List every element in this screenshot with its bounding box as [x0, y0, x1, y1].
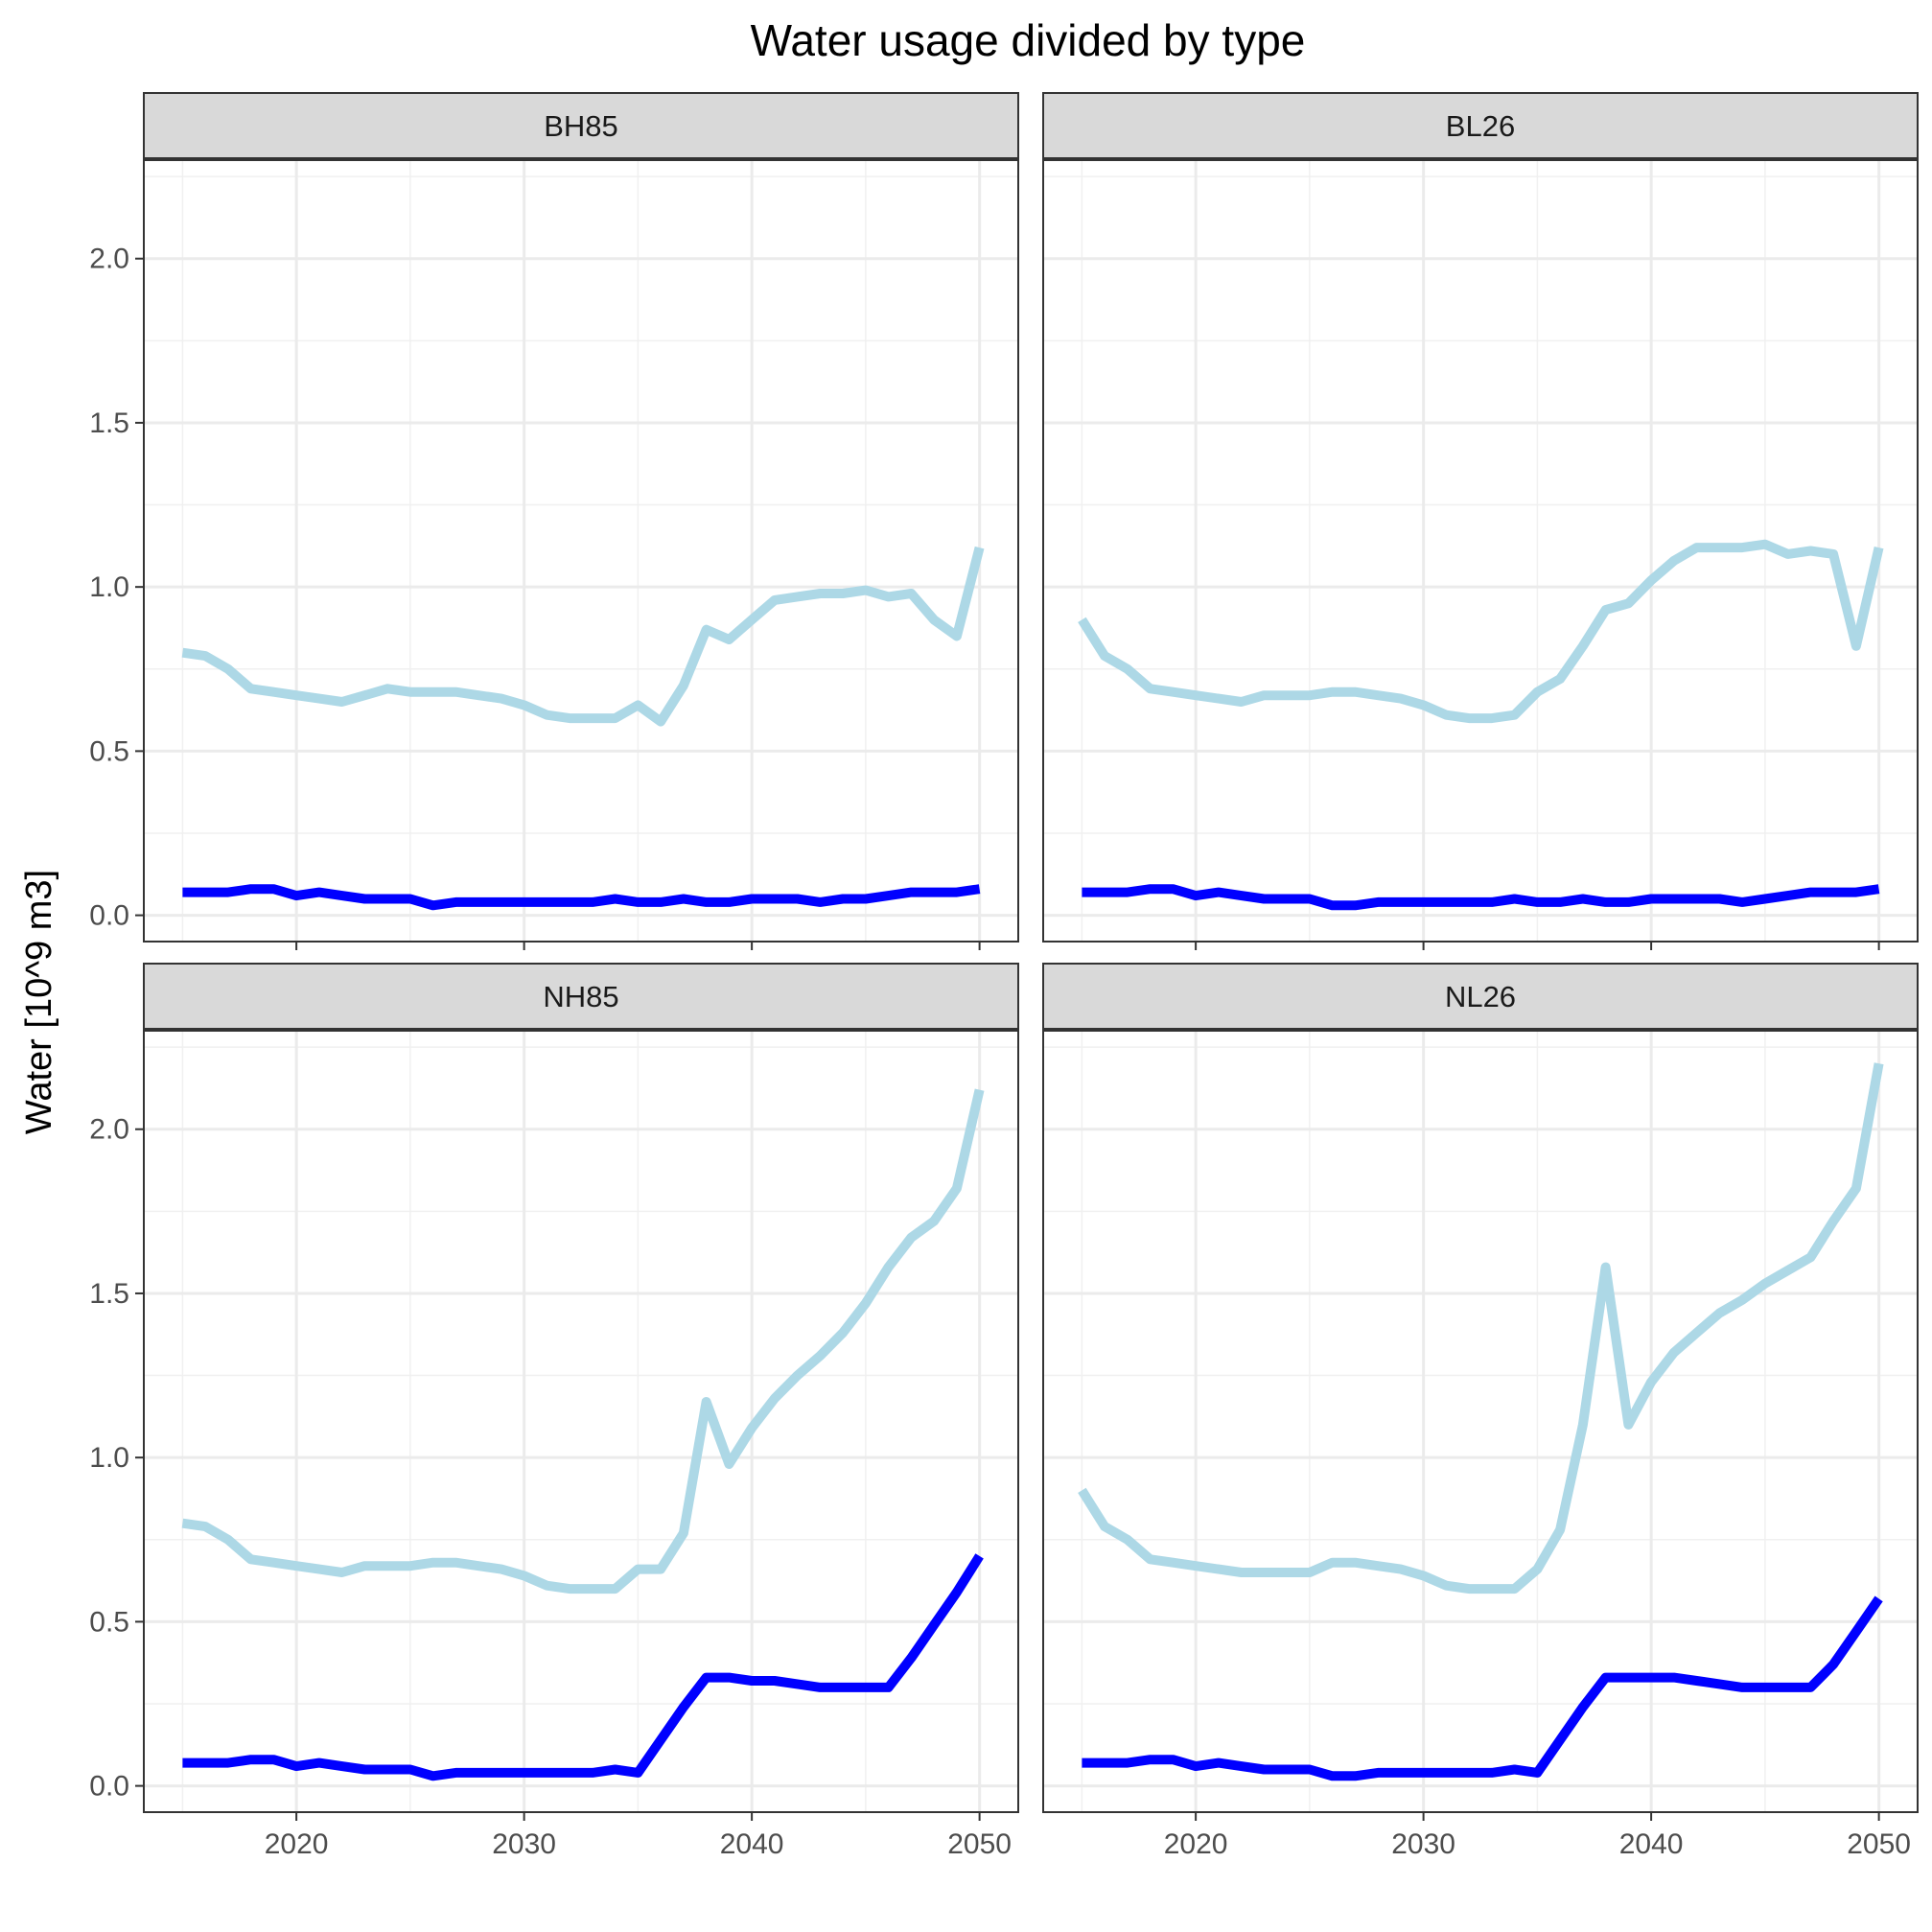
- y-axis-label: Water [10^9 m3]: [19, 870, 59, 1134]
- y-tick-label: 1.5: [89, 1278, 129, 1310]
- y-tick-label: 1.0: [89, 1442, 129, 1474]
- x-tick-label: 2020: [1164, 1828, 1228, 1860]
- series-line-nh85-2: [182, 1553, 984, 1781]
- plot-background-bh85: [144, 160, 1018, 942]
- series-line-bl26-2: [1082, 884, 1880, 911]
- y-tick-label: 1.5: [89, 407, 129, 439]
- x-tick-label: 2050: [1847, 1828, 1911, 1860]
- y-tick-label: 0.0: [89, 1771, 129, 1803]
- panel-border-bl26: [1042, 159, 1919, 943]
- strip-nl26: [1042, 963, 1919, 1030]
- plot-background-nh85: [144, 1031, 1018, 1812]
- series-line-bh85-1: [181, 546, 985, 727]
- strip-bh85: [143, 92, 1019, 159]
- series-line-bl26-1: [1078, 539, 1884, 724]
- panel-bl26: BL26: [1042, 92, 1919, 950]
- y-tick-label: 1.0: [89, 571, 129, 603]
- y-tick-label: 0.5: [89, 1606, 129, 1638]
- strip-label-nh85: NH85: [543, 980, 618, 1013]
- panel-nh85: NH85 0.0 0.5 1.0 1.5 2.0 2020 2030 2040 2050: [89, 963, 1019, 1860]
- strip-bl26: [1042, 92, 1919, 159]
- panel-border-bh85: [143, 159, 1019, 943]
- x-tick-label: 2030: [492, 1828, 556, 1860]
- plot-background-nl26: [1043, 1031, 1918, 1812]
- chart-title: Water usage divided by type: [751, 15, 1306, 65]
- series-line-bh85-2: [182, 884, 981, 911]
- x-tick-label: 2050: [947, 1828, 1012, 1860]
- series-line-nh85-1: [181, 1088, 985, 1594]
- panel-border-nh85: [143, 1030, 1019, 1813]
- strip-nh85: [143, 963, 1019, 1030]
- x-tick-label: 2020: [265, 1828, 329, 1860]
- y-tick-label: 0.5: [89, 735, 129, 767]
- facet-panels: BH85 0.0 0.5 1.0 1.5 2.0 BL26 NH85 0.0 0.5 1.0 1.5 2…: [89, 92, 1919, 1860]
- series-line-nl26-1: [1078, 1062, 1884, 1594]
- panel-bh85: BH85 0.0 0.5 1.0 1.5 2.0: [89, 92, 1019, 950]
- strip-label-bl26: BL26: [1446, 109, 1515, 143]
- y-tick-label: 2.0: [89, 244, 129, 275]
- y-tick-label: 2.0: [89, 1114, 129, 1146]
- strip-label-bh85: BH85: [544, 109, 618, 143]
- x-tick-label: 2040: [720, 1828, 784, 1860]
- strip-label-nl26: NL26: [1445, 980, 1516, 1013]
- panel-border-nl26: [1042, 1030, 1919, 1813]
- x-tick-label: 2040: [1619, 1828, 1684, 1860]
- y-tick-label: 0.0: [89, 900, 129, 932]
- x-tick-label: 2030: [1391, 1828, 1455, 1860]
- panel-nl26: NL26 2020 2030 2040 2050: [1042, 963, 1919, 1860]
- series-line-nl26-2: [1082, 1595, 1883, 1781]
